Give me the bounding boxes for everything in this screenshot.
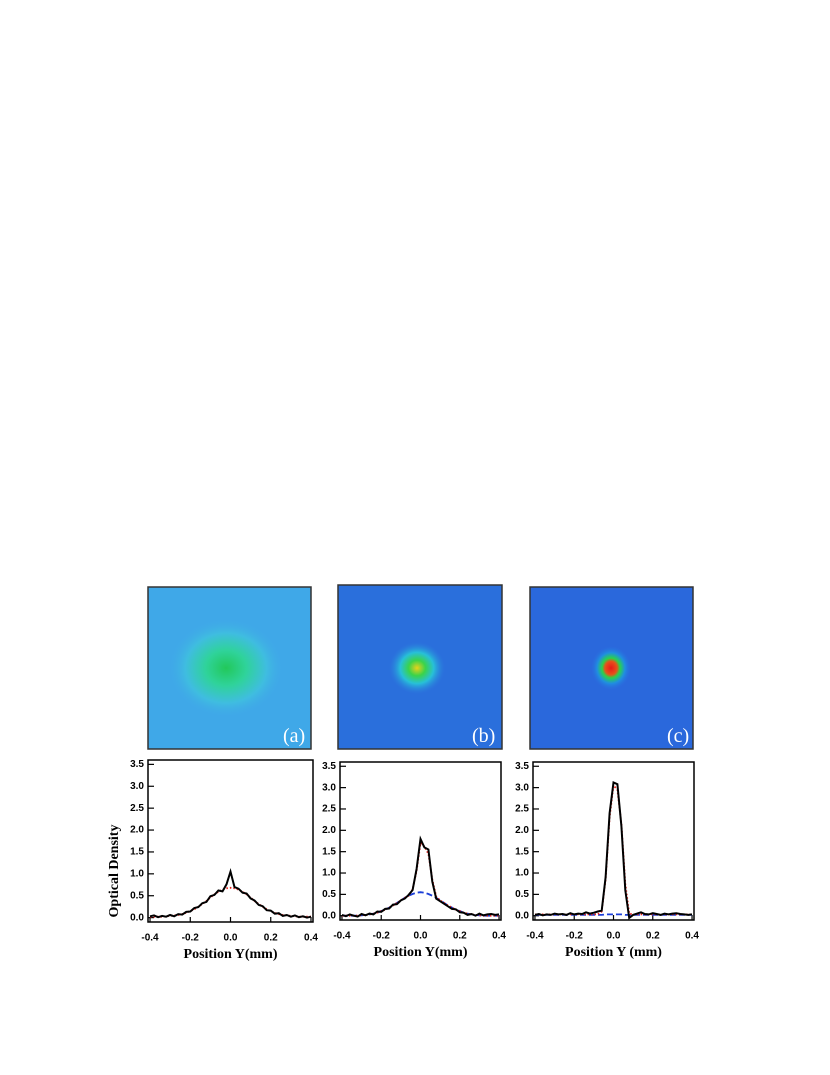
x-tick-label: -0.2	[182, 933, 200, 944]
y-tick-label: 1.5	[322, 846, 336, 857]
image-b: (b)	[337, 584, 503, 750]
x-axis-label: Position Y(mm)	[374, 945, 468, 960]
y-tick-label: 0.0	[322, 910, 336, 921]
y-tick-label: 2.5	[515, 804, 529, 815]
y-tick-label: 2.0	[322, 825, 336, 836]
x-tick-label: -0.2	[566, 931, 584, 942]
y-tick-label: 3.0	[322, 782, 336, 793]
y-axis-label: Optical Density	[107, 825, 122, 918]
data-line	[341, 835, 500, 918]
y-tick-label: 0.5	[515, 889, 529, 900]
x-tick-label: 0.2	[453, 931, 467, 942]
data-line	[149, 867, 312, 919]
y-tick-label: 1.0	[322, 868, 336, 879]
x-tick-label: 0.2	[264, 933, 278, 944]
y-tick-label: 0.5	[130, 890, 144, 901]
y-tick-label: 1.5	[515, 846, 529, 857]
data-line	[342, 891, 499, 917]
image-a: (a)	[147, 586, 312, 750]
data-line	[535, 783, 692, 916]
x-tick-label: 0.4	[685, 931, 699, 942]
y-tick-label: 0.5	[322, 889, 336, 900]
x-tick-label: 0.0	[607, 931, 621, 942]
y-tick-label: 3.5	[515, 761, 529, 772]
data-line	[342, 841, 499, 917]
x-tick-label: 0.4	[492, 931, 506, 942]
x-tick-label: 0.0	[414, 931, 428, 942]
y-tick-label: 3.0	[515, 782, 529, 793]
y-tick-label: 3.5	[322, 761, 336, 772]
panel-label: (b)	[472, 725, 495, 747]
image-c: (c)	[529, 586, 694, 750]
panel-label: (a)	[283, 725, 305, 747]
x-tick-label: 0.0	[224, 933, 238, 944]
y-tick-label: 3.5	[130, 759, 144, 770]
y-tick-label: 2.5	[130, 803, 144, 814]
plot-frame	[147, 759, 314, 923]
x-tick-label: -0.2	[373, 931, 391, 942]
x-tick-label: -0.4	[333, 931, 351, 942]
y-tick-label: 2.0	[130, 825, 144, 836]
x-tick-label: -0.4	[526, 931, 544, 942]
panel-label: (c)	[667, 725, 689, 747]
y-tick-label: 0.0	[130, 912, 144, 923]
x-tick-label: -0.4	[141, 933, 159, 944]
x-axis-label: Position Y (mm)	[565, 945, 662, 960]
y-tick-label: 1.5	[130, 847, 144, 858]
y-tick-label: 3.0	[130, 781, 144, 792]
data-line	[534, 781, 693, 920]
y-tick-label: 2.0	[515, 825, 529, 836]
y-tick-label: 1.0	[130, 868, 144, 879]
y-tick-label: 1.0	[515, 868, 529, 879]
y-tick-label: 0.0	[515, 910, 529, 921]
x-axis-label: Position Y(mm)	[184, 947, 278, 962]
data-line	[150, 886, 311, 918]
y-tick-label: 2.5	[322, 804, 336, 815]
x-tick-label: 0.4	[304, 933, 318, 944]
x-tick-label: 0.2	[646, 931, 660, 942]
